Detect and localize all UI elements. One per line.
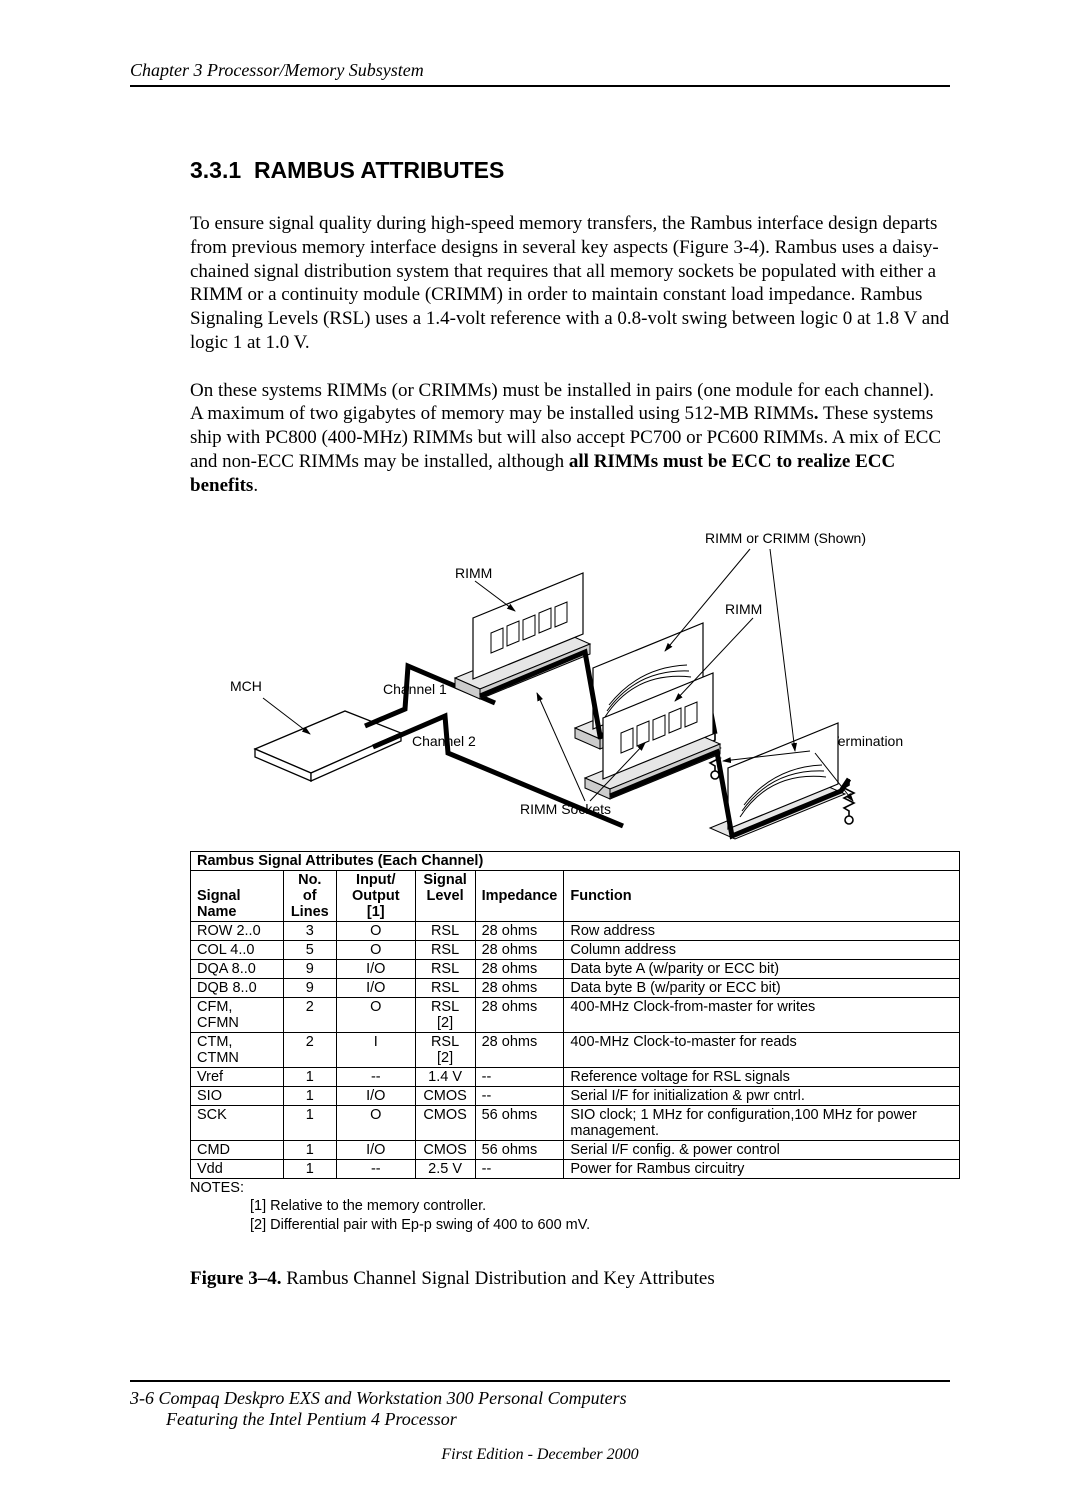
- note-1: [1] Relative to the memory controller.: [250, 1197, 950, 1215]
- col-io: Input/Output [1]: [337, 871, 416, 922]
- section-number: 3.3.1: [190, 157, 241, 183]
- page-number: 3-6: [130, 1388, 154, 1408]
- col-signal-level: SignalLevel: [415, 871, 475, 922]
- table-row: COL 4..05ORSL28 ohmsColumn address: [191, 941, 960, 960]
- table-row: CTM, CTMN2IRSL [2]28 ohms400-MHz Clock-t…: [191, 1033, 960, 1068]
- table-row: Vdd1--2.5 V--Power for Rambus circuitry: [191, 1160, 960, 1179]
- table-row: ROW 2..03ORSL28 ohmsRow address: [191, 922, 960, 941]
- table-row: DQB 8..09I/ORSL28 ohmsData byte B (w/par…: [191, 979, 960, 998]
- label-ch2: Channel 2: [412, 733, 476, 749]
- table-row: SCK1OCMOS56 ohmsSIO clock; 1 MHz for con…: [191, 1106, 960, 1141]
- table-row: CMD1I/OCMOS56 ohmsSerial I/F config. & p…: [191, 1141, 960, 1160]
- footer-line-1: Compaq Deskpro EXS and Workstation 300 P…: [159, 1388, 627, 1408]
- notes-label: NOTES:: [190, 1179, 950, 1197]
- section-heading: 3.3.1 RAMBUS ATTRIBUTES: [190, 157, 950, 184]
- table-title: Rambus Signal Attributes (Each Channel): [191, 852, 960, 871]
- page-footer: 3-6 Compaq Deskpro EXS and Workstation 3…: [130, 1380, 950, 1430]
- paragraph-2: On these systems RIMMs (or CRIMMs) must …: [190, 379, 950, 498]
- rambus-diagram: RIMM or CRIMM (Shown) RIMM RIMM MCH Chan…: [155, 521, 925, 841]
- note-2: [2] Differential pair with Ep-p swing of…: [250, 1216, 950, 1234]
- page-header: Chapter 3 Processor/Memory Subsystem: [130, 60, 950, 87]
- figure-label: Figure 3–4.: [190, 1268, 281, 1289]
- col-function: Function: [564, 871, 960, 922]
- rambus-signal-table: Rambus Signal Attributes (Each Channel) …: [190, 851, 960, 1179]
- paragraph-1: To ensure signal quality during high-spe…: [190, 212, 950, 355]
- section-title: RAMBUS ATTRIBUTES: [254, 157, 504, 183]
- label-rimm1: RIMM: [455, 565, 492, 581]
- col-no-lines: No. ofLines: [283, 871, 337, 922]
- table-row: Vref1--1.4 V--Reference voltage for RSL …: [191, 1068, 960, 1087]
- label-rimm-crimm: RIMM or CRIMM (Shown): [705, 530, 866, 546]
- table-row: DQA 8..09I/ORSL28 ohmsData byte A (w/par…: [191, 960, 960, 979]
- label-mch: MCH: [230, 678, 262, 694]
- table-row: SIO1I/OCMOS--Serial I/F for initializati…: [191, 1087, 960, 1106]
- col-signal-name: Signal Name: [191, 871, 284, 922]
- label-rimm2: RIMM: [725, 601, 762, 617]
- chapter-header: Chapter 3 Processor/Memory Subsystem: [130, 60, 424, 80]
- footer-edition: First Edition - December 2000: [130, 1446, 950, 1464]
- label-ch1: Channel 1: [383, 681, 447, 697]
- figure-caption: Figure 3–4. Rambus Channel Signal Distri…: [190, 1268, 950, 1290]
- footer-line-2: Featuring the Intel Pentium 4 Processor: [166, 1409, 457, 1429]
- col-impedance: Impedance: [475, 871, 564, 922]
- table-row: CFM, CFMN2ORSL [2]28 ohms400-MHz Clock-f…: [191, 998, 960, 1033]
